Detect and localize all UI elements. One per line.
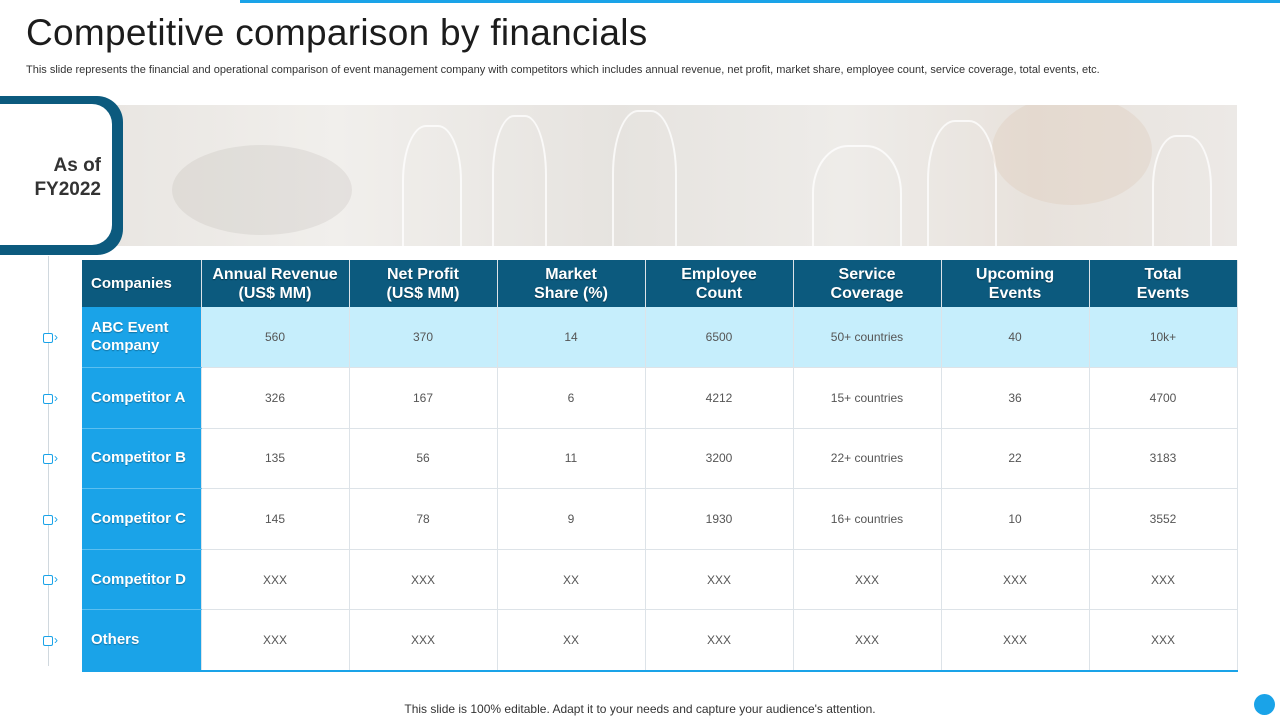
table-cell: XXX bbox=[941, 609, 1090, 672]
table-cell: 40 bbox=[941, 307, 1090, 369]
slide-subtitle: This slide represents the financial and … bbox=[26, 64, 1100, 76]
header-net-profit: Net Profit (US$ MM) bbox=[349, 260, 498, 307]
table-cell: XXX bbox=[793, 609, 942, 672]
table-cell: 36 bbox=[941, 367, 1090, 429]
table-cell: 9 bbox=[497, 488, 646, 550]
checkbox-arrow-icon: › bbox=[43, 451, 63, 465]
table-cell: 16+ countries bbox=[793, 488, 942, 550]
as-of-line1: As of bbox=[53, 155, 102, 176]
photo-flower bbox=[992, 105, 1152, 205]
table-cell: XXX bbox=[645, 549, 794, 611]
header-upcoming-events: Upcoming Events bbox=[941, 260, 1090, 307]
row-label: Competitor A bbox=[82, 367, 202, 429]
table-cell: 6500 bbox=[645, 307, 794, 369]
table-cell: 167 bbox=[349, 367, 498, 429]
table-cell: 22+ countries bbox=[793, 428, 942, 490]
table-cell: 326 bbox=[201, 367, 350, 429]
table-cell: XXX bbox=[645, 609, 794, 672]
table-cell: 3200 bbox=[645, 428, 794, 490]
table-cell: 56 bbox=[349, 428, 498, 490]
table-cell: 1930 bbox=[645, 488, 794, 550]
glass-shape bbox=[1152, 135, 1212, 246]
header-service-coverage: Service Coverage bbox=[793, 260, 942, 307]
table-cell: 14 bbox=[497, 307, 646, 369]
table-cell: 135 bbox=[201, 428, 350, 490]
table-cell: 10k+ bbox=[1089, 307, 1238, 369]
header-market-share: Market Share (%) bbox=[497, 260, 646, 307]
checkbox-arrow-icon: › bbox=[43, 572, 63, 586]
top-accent-line bbox=[240, 0, 1280, 3]
row-label: Competitor D bbox=[82, 549, 202, 611]
row-label: Others bbox=[82, 609, 202, 672]
table-cell: 145 bbox=[201, 488, 350, 550]
table-cell: 4212 bbox=[645, 367, 794, 429]
table-row: Competitor A 326 167 6 4212 15+ countrie… bbox=[82, 367, 1238, 429]
table-cell: XXX bbox=[201, 609, 350, 672]
table-cell: 15+ countries bbox=[793, 367, 942, 429]
table-cell: XXX bbox=[349, 549, 498, 611]
table-cell: XXX bbox=[201, 549, 350, 611]
table-cell: 4700 bbox=[1089, 367, 1238, 429]
glass-shape bbox=[612, 110, 677, 246]
photo-blur bbox=[172, 145, 352, 235]
table-row: Competitor D XXX XXX XX XXX XXX XXX XXX bbox=[82, 549, 1238, 611]
glass-shape bbox=[492, 115, 547, 246]
as-of-line2: FY2022 bbox=[34, 179, 101, 200]
table-cell: 370 bbox=[349, 307, 498, 369]
slide-footer: This slide is 100% editable. Adapt it to… bbox=[404, 702, 876, 716]
row-label: Competitor C bbox=[82, 488, 202, 550]
table-cell: XXX bbox=[1089, 549, 1238, 611]
table-cell: 78 bbox=[349, 488, 498, 550]
header-annual-revenue: Annual Revenue (US$ MM) bbox=[201, 260, 350, 307]
checkbox-arrow-icon: › bbox=[43, 391, 63, 405]
checkbox-arrow-icon: › bbox=[43, 512, 63, 526]
row-label: ABC Event Company bbox=[82, 307, 202, 369]
table-cell: 22 bbox=[941, 428, 1090, 490]
table-cell: 3552 bbox=[1089, 488, 1238, 550]
table-cell: 10 bbox=[941, 488, 1090, 550]
as-of-badge-inner bbox=[0, 104, 112, 245]
table-row: ABC Event Company 560 370 14 6500 50+ cou… bbox=[82, 307, 1238, 369]
table-cell: XXX bbox=[941, 549, 1090, 611]
slide-title: Competitive comparison by financials bbox=[26, 12, 648, 53]
table-cell: XXX bbox=[349, 609, 498, 672]
table-cell: XXX bbox=[793, 549, 942, 611]
table-row: Competitor B 135 56 11 3200 22+ countrie… bbox=[82, 428, 1238, 490]
table-cell: XXX bbox=[1089, 609, 1238, 672]
glass-shape bbox=[927, 120, 997, 246]
header-companies: Companies bbox=[82, 260, 202, 307]
table-cell: 3183 bbox=[1089, 428, 1238, 490]
as-of-badge: As of FY2022 bbox=[0, 96, 123, 255]
glass-shape bbox=[402, 125, 462, 246]
table-cell: 560 bbox=[201, 307, 350, 369]
table-cell: 50+ countries bbox=[793, 307, 942, 369]
table-cell: 6 bbox=[497, 367, 646, 429]
table-cell: XX bbox=[497, 549, 646, 611]
table-cell: 11 bbox=[497, 428, 646, 490]
table-row: Competitor C 145 78 9 1930 16+ countries… bbox=[82, 488, 1238, 550]
row-label: Competitor B bbox=[82, 428, 202, 490]
checkbox-arrow-icon: › bbox=[43, 330, 63, 344]
checkbox-arrow-icon: › bbox=[43, 633, 63, 647]
banner-photo bbox=[112, 105, 1237, 246]
comparison-table: Companies Annual Revenue (US$ MM) Net Pro… bbox=[82, 260, 1238, 672]
corner-dot bbox=[1254, 694, 1275, 715]
glass-shape bbox=[812, 145, 902, 246]
table-header-row: Companies Annual Revenue (US$ MM) Net Pro… bbox=[82, 260, 1238, 307]
top-accent-bar bbox=[0, 0, 1280, 4]
table-cell: XX bbox=[497, 609, 646, 672]
header-total-events: Total Events bbox=[1089, 260, 1238, 307]
as-of-text: As of FY2022 bbox=[34, 154, 101, 202]
table-row: Others XXX XXX XX XXX XXX XXX XXX bbox=[82, 609, 1238, 672]
header-employee-count: Employee Count bbox=[645, 260, 794, 307]
